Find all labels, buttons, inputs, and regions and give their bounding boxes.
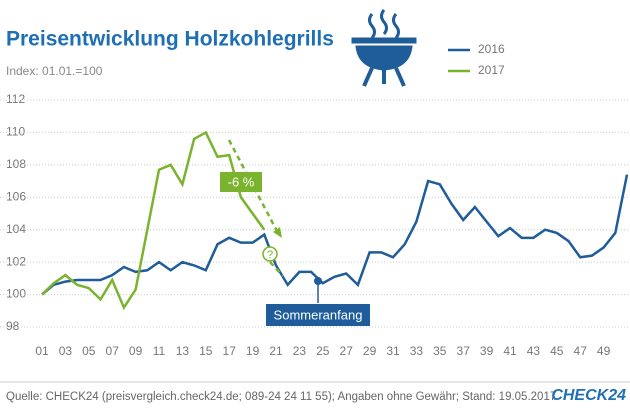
x-tick-label: 15 [199,344,213,358]
x-tick-label: 05 [82,344,96,358]
x-tick-label: 27 [340,344,354,358]
y-tick-label: 102 [6,254,26,268]
x-tick-label: 45 [550,344,564,358]
x-tick-label: 25 [316,344,330,358]
x-tick-label: 07 [106,344,120,358]
x-tick-label: 09 [129,344,143,358]
x-tick-label: 23 [293,344,307,358]
y-tick-label: 112 [6,92,25,106]
y-tick-label: 104 [6,222,26,236]
x-tick-label: 33 [410,344,424,358]
x-tick-label: 35 [433,344,447,358]
chart-title: Preisentwicklung Holzkohlegrills [6,28,334,51]
x-tick-label: 39 [480,344,494,358]
x-tick-label: 11 [153,344,166,358]
question-label: ? [267,249,273,261]
y-tick-label: 98 [6,319,20,333]
source: Quelle: CHECK24 (preisvergleich.check24.… [6,391,556,403]
y-tick-label: 108 [6,157,26,171]
x-tick-label: 49 [597,344,611,358]
y-tick-label: 106 [6,189,26,203]
legend-label: 2017 [478,63,505,77]
x-tick-label: 13 [176,344,190,358]
series-line [41,130,266,311]
x-tick-label: 37 [457,344,471,358]
series-line [41,174,629,296]
logo: CHECK24 [551,387,626,404]
forecast: -6 % ? Sommeranfang [220,139,370,326]
x-tick-label: 03 [59,344,73,358]
x-tick-label: 47 [574,344,588,358]
x-tick-label: 17 [223,344,237,358]
change-label: -6 % [228,174,255,189]
grill-icon [351,9,417,87]
y-tick-label: 110 [6,125,25,139]
x-tick-label: 31 [386,344,400,358]
subtitle: Index: 01.01.=100 [6,64,103,78]
x-tick-label: 29 [363,344,377,358]
y-tick-label: 100 [6,287,26,301]
x-tick-label: 21 [269,344,283,358]
x-tick-label: 01 [35,344,49,358]
x-tick-label: 19 [246,344,260,358]
x-tick-label: 41 [503,344,517,358]
x-tick-label: 43 [527,344,541,358]
legend-label: 2016 [478,42,505,56]
marker-label: Sommeranfang [274,307,363,322]
